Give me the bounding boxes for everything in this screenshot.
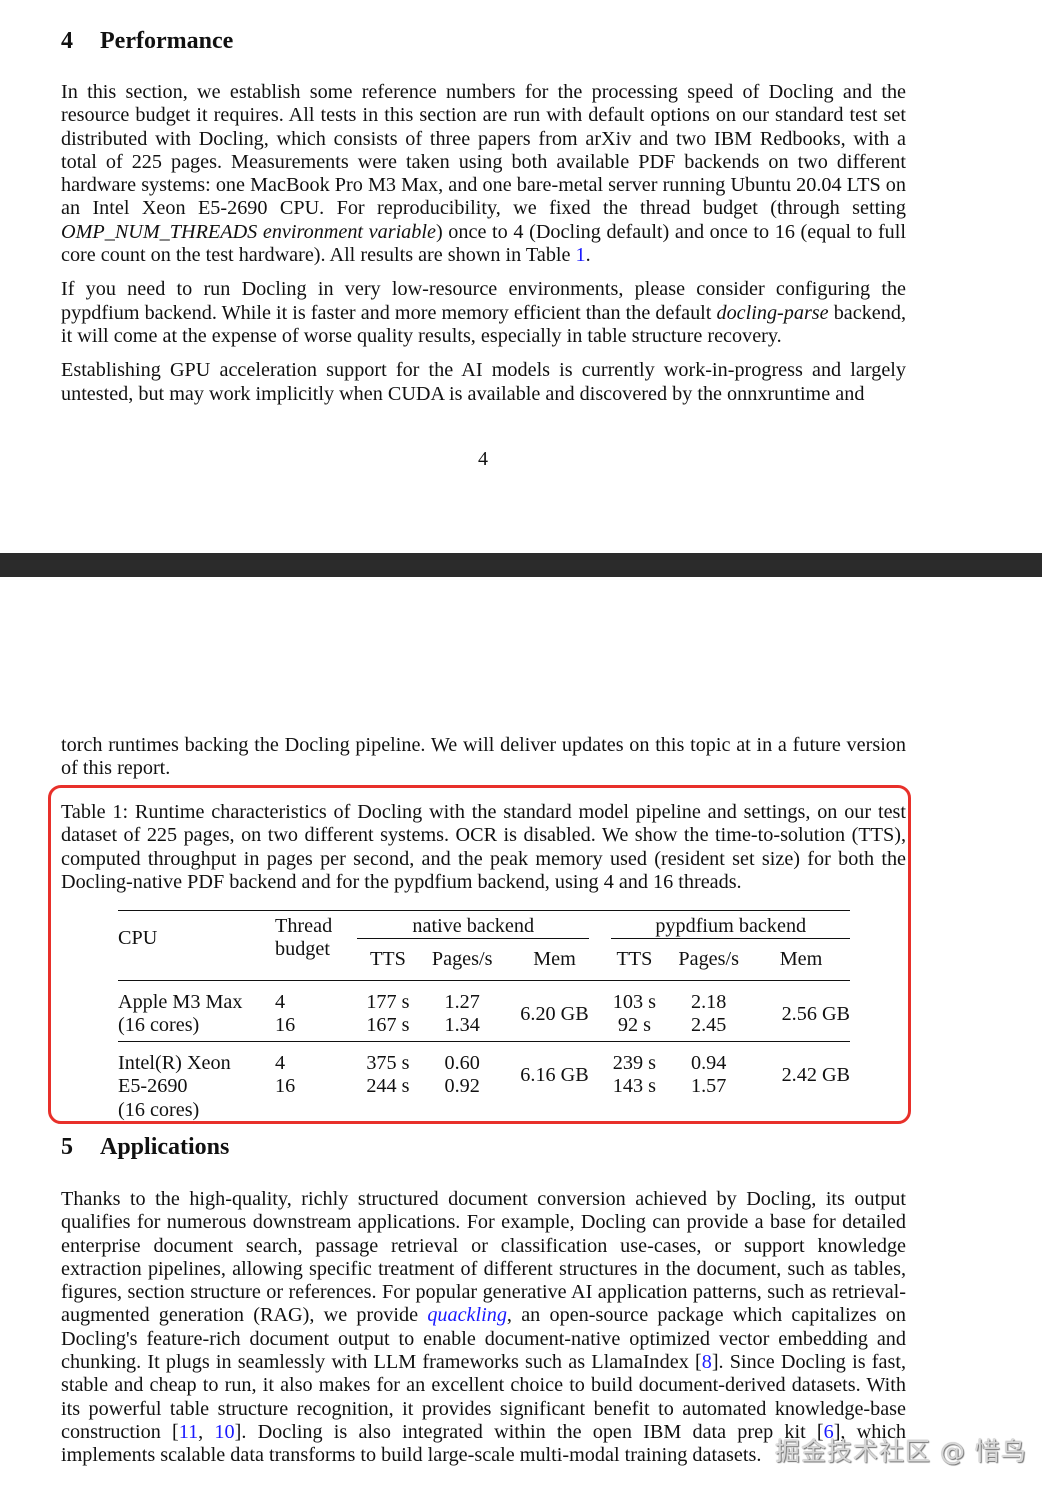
- reference-link[interactable]: 10: [214, 1420, 235, 1443]
- text-segment: torch runtimes backing the Docling pipel…: [61, 734, 906, 780]
- thread-cell: 4 16: [275, 990, 296, 1036]
- header-budget-line: budget: [275, 938, 330, 961]
- subheader-tts: TTS: [369, 948, 406, 971]
- text-segment: If you need to run Docling in very low-r…: [61, 278, 906, 324]
- cpu-cell: Intel(R) Xeon E5-2690 (16 cores): [118, 1052, 231, 1121]
- native-pages-per-second-cell: 1.27 1.34: [444, 990, 480, 1036]
- thread-cell: 4 16: [275, 1052, 296, 1098]
- pypdfium-pages-per-second-cell: 2.18 2.45: [691, 990, 727, 1036]
- native-pages-per-second-cell: 0.60 0.92: [444, 1052, 480, 1098]
- cpu-cell: Apple M3 Max (16 cores): [118, 990, 243, 1036]
- highlight-box: [48, 785, 911, 1124]
- reference-link[interactable]: 6: [823, 1420, 834, 1443]
- header-cpu: CPU: [118, 927, 158, 949]
- page-separator: [0, 553, 1042, 577]
- subheader-mem: Mem: [779, 948, 823, 971]
- paragraph: Thanks to the high-quality, richly struc…: [61, 1188, 906, 1468]
- reference-link[interactable]: 11: [178, 1420, 199, 1443]
- text-segment: ]. Since Docling is fast, stable and che…: [61, 1351, 906, 1443]
- table-row: Intel(R) Xeon E5-2690 (16 cores) 4 16 375 s 24…: [118, 1042, 850, 1126]
- table-caption: Table 1: Runtime characteristics of Docl…: [61, 801, 906, 893]
- section-heading-applications: 5 Applications: [61, 1134, 230, 1160]
- text-segment: backend, it will come at the expense of …: [61, 301, 906, 347]
- text-segment: docling-parse: [716, 301, 829, 324]
- text-segment: Establishing GPU acceleration support fo…: [61, 359, 906, 405]
- pypdfium-tts-cell: 103 s 92 s: [612, 990, 656, 1036]
- pypdfium-pages-per-second-cell: 0.94 1.57: [691, 1052, 727, 1098]
- section-heading-performance: 4 Performance: [61, 28, 234, 54]
- paragraph: Establishing GPU acceleration support fo…: [61, 359, 906, 406]
- subheader-pagess: Pages/s: [431, 948, 493, 971]
- text-segment: ,: [198, 1420, 215, 1443]
- text-segment: In this section, we establish some refer…: [61, 81, 906, 220]
- text-segment: .: [585, 244, 591, 267]
- pypdfium-mem-cell: 2.42 GB: [781, 1064, 850, 1087]
- paragraph: In this section, we establish some refer…: [61, 81, 906, 267]
- paragraph: If you need to run Docling in very low-r…: [61, 278, 906, 348]
- text-segment: ], which implements scalable data transf…: [61, 1420, 907, 1467]
- header-thread-budget: Thread budget: [275, 911, 357, 981]
- pypdfium-tts-cell: 239 s 143 s: [612, 1052, 656, 1098]
- reference-link[interactable]: 8: [701, 1351, 712, 1374]
- header-thread-line: Thread: [275, 915, 333, 937]
- applications-body: Thanks to the high-quality, richly struc…: [61, 1188, 906, 1479]
- performance-body: In this section, we establish some refer…: [61, 81, 906, 417]
- text-segment: ) once to 4 (Docling default) and once t…: [61, 220, 906, 267]
- text-segment: Thanks to the high-quality, richly struc…: [61, 1188, 906, 1327]
- header-pypdfium-backend: pypdfium backend: [611, 915, 850, 940]
- reference-link[interactable]: quackling: [427, 1304, 507, 1327]
- subheader-mem: Mem: [533, 948, 576, 971]
- subheader-pagess: Pages/s: [678, 948, 739, 971]
- page-number: 4: [478, 448, 488, 470]
- header-native-backend: native backend: [357, 915, 590, 940]
- text-segment: OMP_NUM_THREADS environment variable: [61, 220, 436, 243]
- reference-link[interactable]: 1: [575, 244, 586, 267]
- runtime-table: CPU Thread budget native backend pypdfium…: [118, 910, 850, 1126]
- text-segment: , an open-source package which capitaliz…: [61, 1304, 906, 1374]
- native-tts-cell: 375 s 244 s: [366, 1052, 410, 1098]
- paragraph: torch runtimes backing the Docling pipel…: [61, 734, 906, 781]
- continuation-text: torch runtimes backing the Docling pipel…: [61, 734, 906, 792]
- pypdfium-mem-cell: 2.56 GB: [781, 1002, 850, 1025]
- native-mem-cell: 6.20 GB: [520, 1002, 589, 1025]
- table-row: Apple M3 Max (16 cores) 4 16 177 s 167 s 1.27 1…: [118, 980, 850, 1042]
- text-segment: ]. Docling is also integrated within the…: [234, 1420, 824, 1443]
- native-mem-cell: 6.16 GB: [520, 1064, 589, 1087]
- watermark: 掘金技术社区 @ 惜鸟: [775, 1437, 1027, 1466]
- native-tts-cell: 177 s 167 s: [366, 990, 410, 1036]
- subheader-tts: TTS: [616, 948, 653, 971]
